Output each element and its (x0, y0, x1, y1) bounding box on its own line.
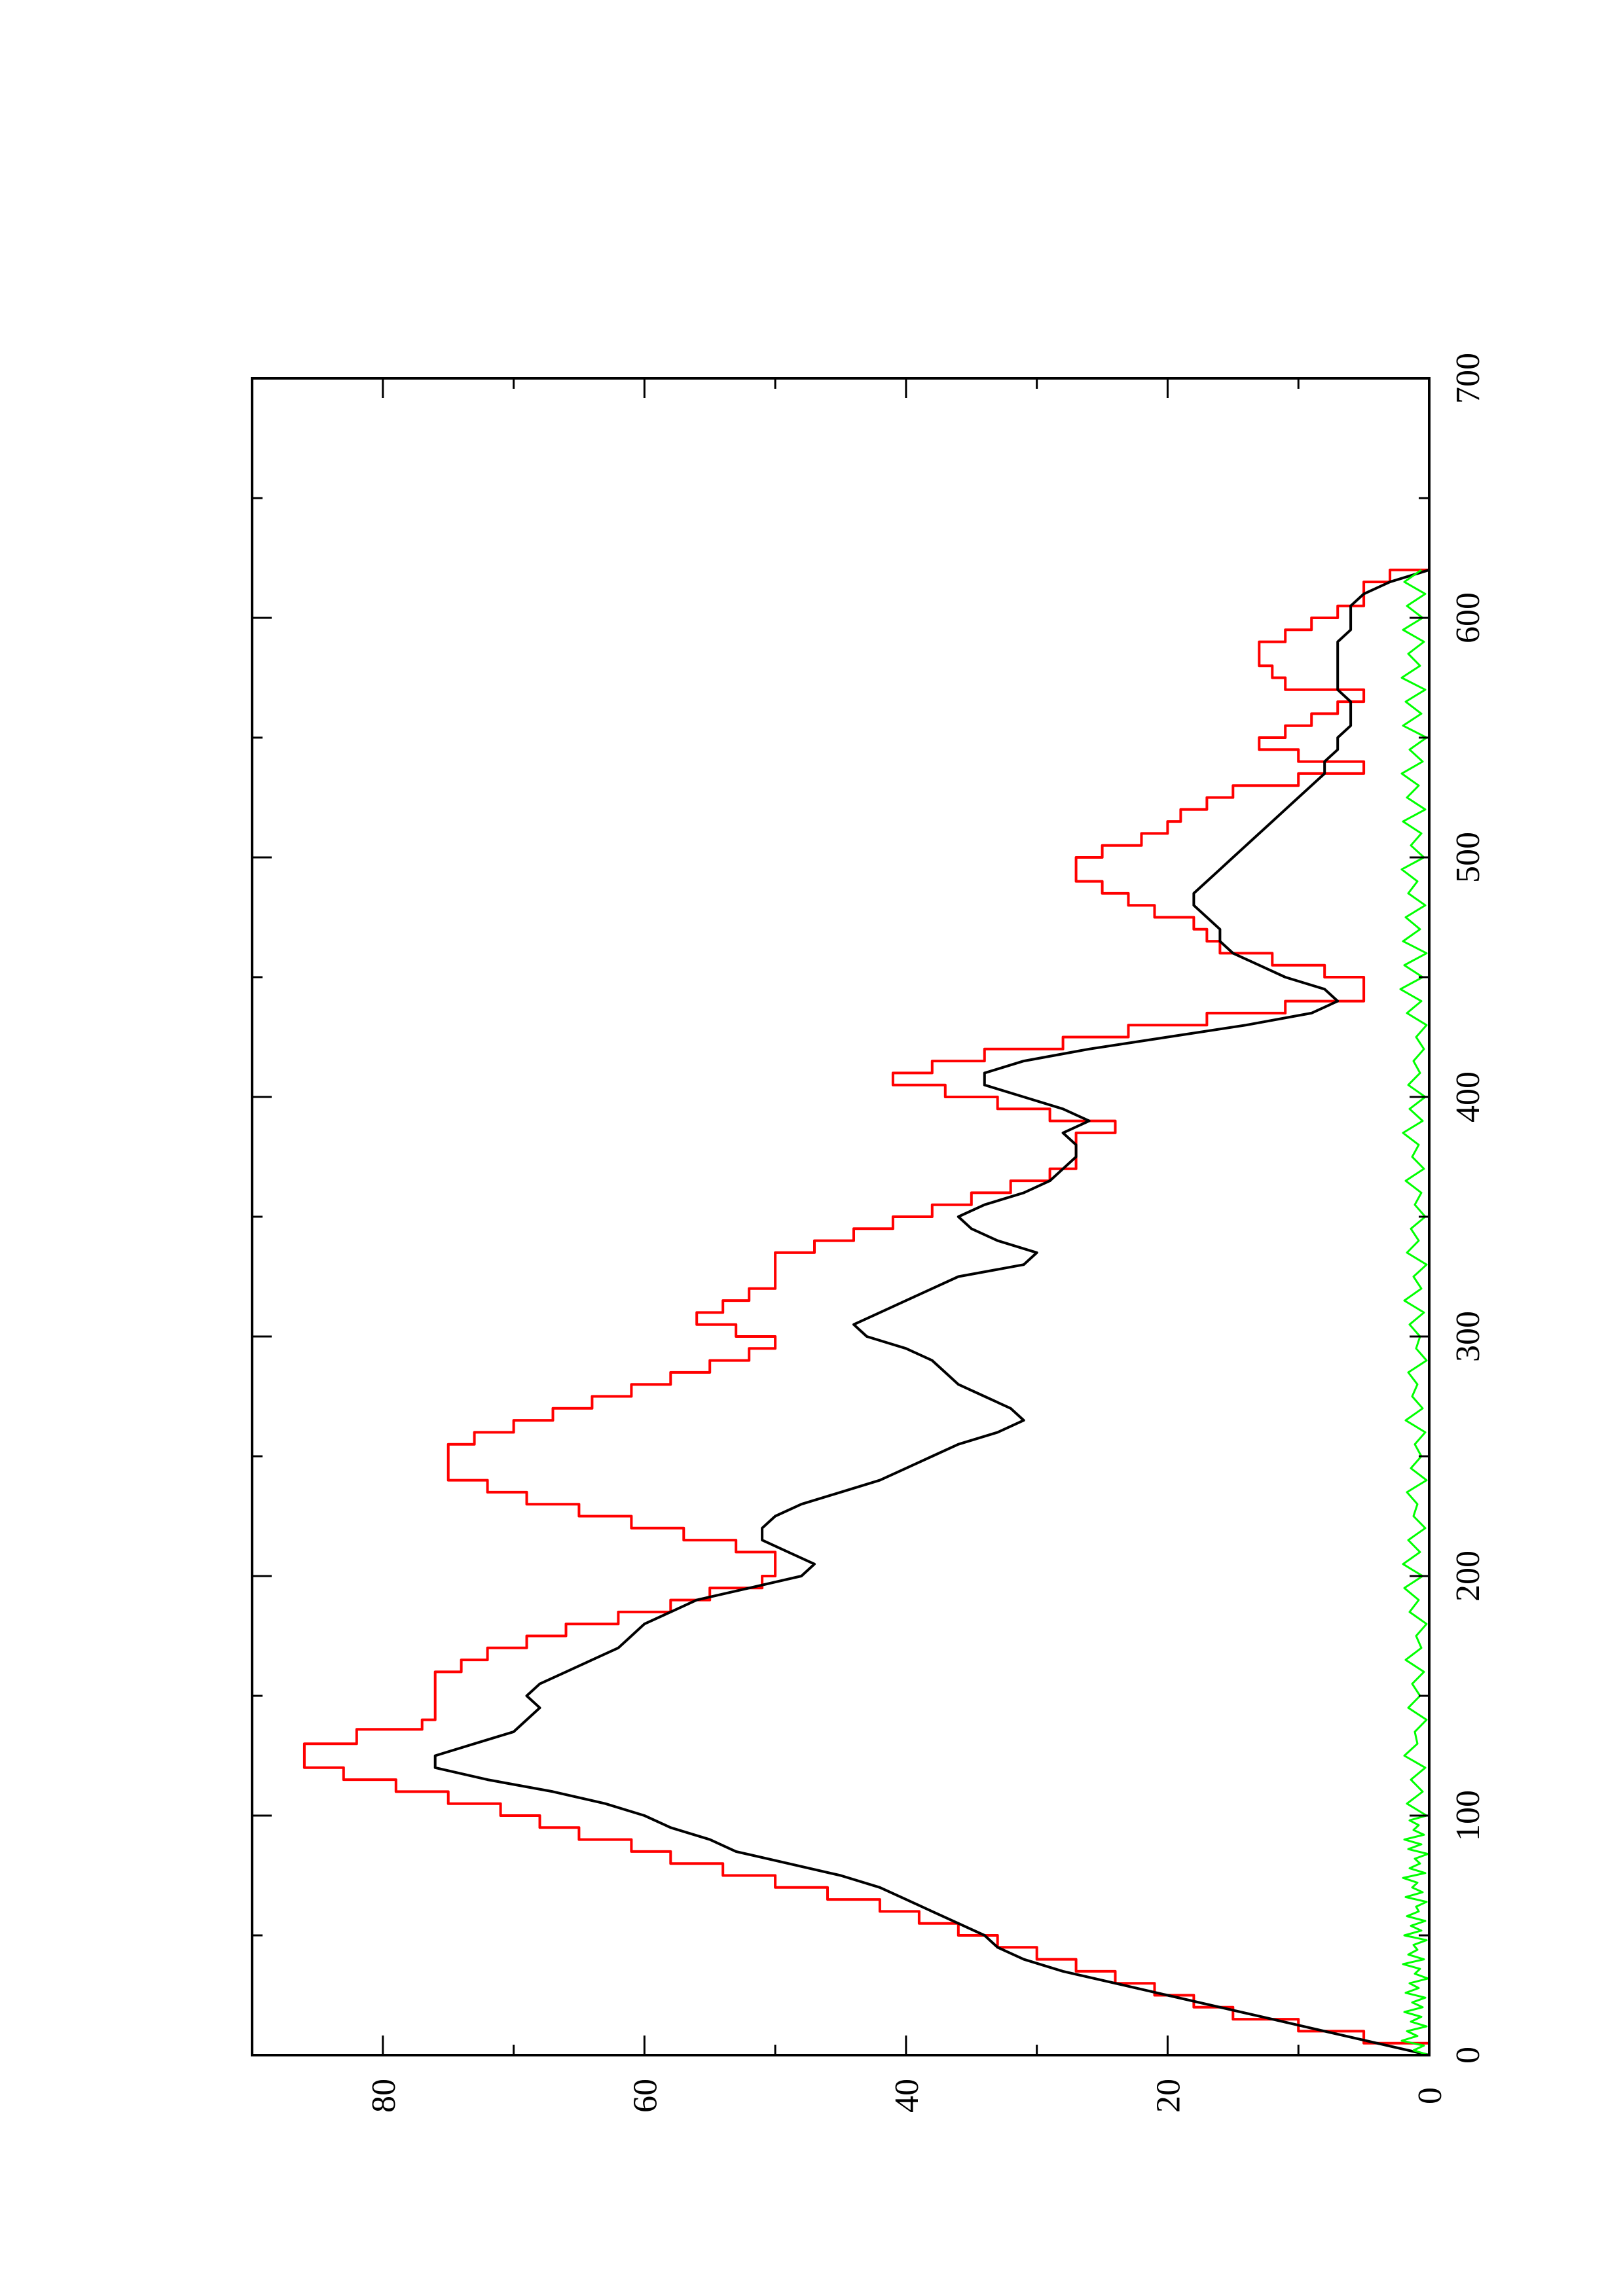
x-tick-label: 600 (1450, 592, 1487, 643)
y-tick-label: 80 (365, 2079, 403, 2113)
series-line-2 (433, 568, 1430, 2056)
series-line-1 (302, 568, 1431, 2055)
x-tick-label: 400 (1450, 1071, 1487, 1122)
y-tick-label: 20 (1150, 2079, 1188, 2113)
x-tick-label: 200 (1450, 1551, 1487, 1602)
series-layer (302, 568, 1431, 2056)
series-line-3 (1399, 569, 1430, 2056)
x-tick-label: 100 (1450, 1790, 1487, 1841)
x-tick-label: 0 (1450, 2047, 1487, 2064)
x-tick-label: 500 (1450, 832, 1487, 883)
y-tick-label: 60 (627, 2079, 665, 2113)
x-tick-label: 300 (1450, 1311, 1487, 1362)
x-tick-label: 700 (1450, 353, 1487, 404)
tick-layer: 0 100 200 300 400 500 600 700 0 20 40 60 80 (252, 353, 1487, 2113)
y-tick-label: 40 (888, 2079, 926, 2113)
y-tick-label: 0 (1412, 2087, 1449, 2104)
